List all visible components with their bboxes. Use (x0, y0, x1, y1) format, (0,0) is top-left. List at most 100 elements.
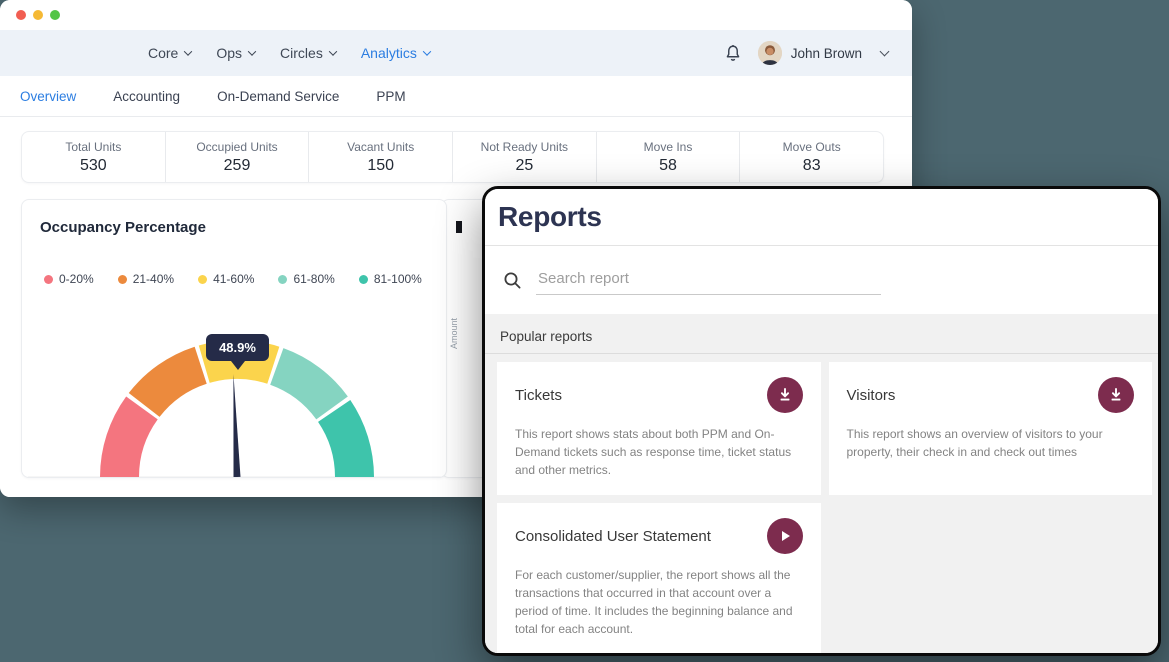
stat-label: Move Outs (782, 139, 841, 154)
minimize-window-button[interactable] (33, 10, 43, 20)
nav-item-label: Circles (280, 45, 323, 61)
stat-cell-move-outs: Move Outs 83 (739, 132, 883, 182)
legend-item-81-100[interactable]: 81-100% (358, 272, 422, 286)
gauge-needle (233, 374, 241, 477)
legend-dot-icon (117, 274, 127, 284)
stat-value: 530 (79, 156, 107, 174)
window-titlebar (0, 0, 912, 30)
stat-label: Occupied Units (196, 139, 278, 154)
report-title: Consolidated User Statement (515, 527, 711, 545)
hidden-card-title-sliver (456, 221, 462, 233)
search-icon (503, 271, 522, 290)
chevron-down-icon (328, 47, 338, 56)
report-card-tickets[interactable]: Tickets This report shows stats about bo… (497, 362, 821, 495)
legend-dot-icon (44, 274, 53, 284)
report-title: Visitors (846, 386, 896, 404)
nav-item-label: Analytics (360, 45, 417, 61)
nav-item-label: Ops (216, 45, 243, 61)
chevron-down-icon (879, 46, 890, 56)
gauge-legend: 0-20% 21-40% 41-60% 61-80% 81-100% (44, 272, 422, 286)
legend-label: 61-80% (293, 272, 335, 286)
navbar-right: John Brown (724, 41, 890, 65)
reports-modal-header: Reports (485, 189, 1158, 246)
legend-item-0-20[interactable]: 0-20% (44, 272, 94, 286)
legend-label: 41-60% (213, 272, 255, 286)
tab-accounting[interactable]: Accounting (113, 88, 181, 104)
user-menu[interactable]: John Brown (757, 41, 890, 65)
gauge-segment-21-40 (128, 346, 208, 418)
download-icon (1111, 388, 1121, 401)
legend-item-21-40[interactable]: 21-40% (117, 272, 175, 286)
maximize-window-button[interactable] (50, 10, 60, 20)
stat-cell-total-units: Total Units 530 (22, 132, 165, 182)
main-nav: Core Ops Circles Analytics (148, 45, 432, 61)
stat-value: 58 (659, 156, 677, 174)
section-divider (485, 353, 1158, 354)
stat-label: Not Ready Units (480, 139, 569, 154)
popular-reports-heading: Popular reports (500, 329, 593, 344)
occupancy-card-title: Occupancy Percentage (40, 219, 206, 236)
occupancy-card: Occupancy Percentage 0-20% 21-40% 41-60% 61… (21, 199, 447, 478)
chevron-down-icon (247, 47, 257, 56)
report-description: This report shows an overview of visitor… (846, 427, 1103, 459)
report-description: For each customer/supplier, the report s… (515, 568, 793, 636)
download-report-button[interactable] (766, 377, 803, 413)
page-tabs: Overview Accounting On-Demand Service PPM (0, 76, 912, 117)
legend-dot-icon (198, 274, 208, 284)
chevron-down-icon (422, 47, 432, 56)
stat-cell-occupied-units: Occupied Units 259 (164, 132, 309, 182)
stat-value: 259 (223, 156, 251, 174)
stat-cell-not-ready-units: Not Ready Units 25 (452, 132, 596, 182)
nav-item-core[interactable]: Core (148, 45, 193, 61)
stat-value: 150 (367, 156, 395, 174)
top-navbar: Core Ops Circles Analytics (0, 30, 912, 76)
legend-dot-icon (358, 274, 368, 284)
report-grid: Tickets This report shows stats about bo… (485, 354, 1158, 653)
run-report-button[interactable] (766, 518, 803, 554)
gauge-tooltip: 48.9% (206, 334, 269, 370)
units-stats-bar: Total Units 530 Occupied Units 259 Vacant Un… (21, 131, 884, 183)
nav-item-analytics[interactable]: Analytics (360, 45, 432, 61)
legend-label: 0-20% (59, 272, 94, 286)
stat-label: Move Ins (643, 139, 693, 154)
window-controls (16, 10, 60, 20)
gauge-segment-61-80 (269, 348, 348, 420)
stat-value: 25 (515, 156, 534, 174)
tab-on-demand-service[interactable]: On-Demand Service (217, 88, 340, 104)
stat-value: 83 (802, 156, 821, 174)
nav-item-circles[interactable]: Circles (280, 45, 338, 61)
tab-overview[interactable]: Overview (20, 88, 77, 104)
chevron-down-icon (184, 47, 193, 56)
reports-modal: Reports Popular reports Tickets This rep… (482, 186, 1161, 656)
avatar[interactable] (757, 41, 782, 65)
legend-item-61-80[interactable]: 61-80% (278, 272, 335, 286)
report-title: Tickets (515, 386, 562, 404)
report-card-visitors[interactable]: Visitors This report shows an overview o… (828, 362, 1152, 495)
notifications-bell-icon[interactable] (724, 44, 742, 63)
reports-modal-title: Reports (498, 201, 602, 232)
gauge-segment-0-20 (100, 396, 159, 477)
legend-item-41-60[interactable]: 41-60% (198, 272, 254, 286)
search-report-input[interactable] (536, 265, 881, 295)
nav-item-ops[interactable]: Ops (216, 45, 257, 61)
report-card-consolidated-user-statement[interactable]: Consolidated User Statement For each cust… (497, 503, 821, 653)
tab-ppm[interactable]: PPM (376, 88, 406, 104)
report-card-head: Consolidated User Statement (515, 518, 803, 554)
legend-label: 81-100% (373, 272, 422, 286)
stat-cell-vacant-units: Vacant Units 150 (308, 132, 452, 182)
user-name: John Brown (790, 45, 862, 61)
report-description: This report shows stats about both PPM a… (515, 427, 792, 477)
download-report-button[interactable] (1098, 377, 1134, 413)
stat-cell-move-ins: Move Ins 58 (595, 132, 740, 182)
stat-label: Total Units (65, 139, 122, 154)
report-card-head: Visitors (846, 377, 1134, 413)
legend-dot-icon (278, 274, 288, 284)
legend-label: 21-40% (132, 272, 175, 286)
report-card-head: Tickets (515, 377, 803, 413)
play-icon (781, 531, 790, 541)
download-icon (780, 388, 789, 401)
gauge-segment-81-100 (317, 399, 374, 477)
close-window-button[interactable] (16, 10, 26, 20)
reports-modal-body: Popular reports Tickets This report show… (485, 314, 1158, 653)
